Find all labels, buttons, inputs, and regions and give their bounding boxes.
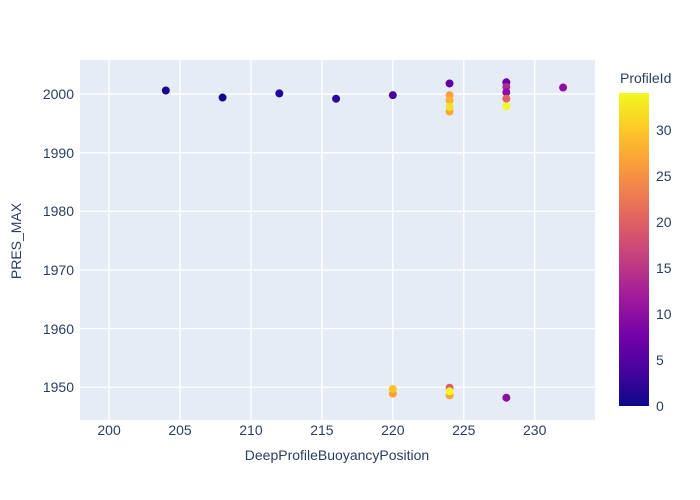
- scatter-point[interactable]: [445, 387, 454, 396]
- colorbar-tick-label: 0: [656, 398, 664, 414]
- plot-canvas: [80, 60, 595, 420]
- scatter-point[interactable]: [502, 102, 511, 111]
- y-tick-label: 1970: [42, 261, 74, 278]
- scatter-point[interactable]: [445, 79, 454, 88]
- colorbar-tick-label: 15: [656, 259, 672, 276]
- scatter-point[interactable]: [502, 88, 511, 97]
- x-tick-label: 220: [381, 422, 405, 438]
- x-tick-label: 230: [523, 422, 547, 438]
- scatter-point[interactable]: [559, 83, 568, 92]
- y-tick-label: 1980: [42, 203, 74, 220]
- scatter-point[interactable]: [502, 94, 511, 103]
- x-tick-label: 225: [452, 422, 476, 438]
- y-axis-title: PRES_MAX: [8, 202, 24, 280]
- colorbar-tick-label: 20: [656, 213, 672, 230]
- colorbar-tick-label: 5: [656, 351, 664, 368]
- scatter-point[interactable]: [332, 94, 341, 103]
- colorbar-title: ProfileId: [620, 70, 672, 86]
- y-tick-label: 1950: [42, 379, 74, 396]
- x-tick-label: 210: [239, 422, 263, 438]
- colorbar-gradient: [619, 93, 649, 406]
- scatter-point[interactable]: [275, 89, 284, 98]
- scatter-point[interactable]: [445, 102, 454, 111]
- x-tick-label: 200: [97, 422, 121, 438]
- y-tick-label: 1990: [42, 144, 74, 161]
- colorbar-tick-label: 10: [656, 305, 672, 322]
- x-axis-title: DeepProfileBuoyancyPosition: [244, 447, 430, 463]
- plot-area[interactable]: [80, 60, 595, 420]
- x-tick-label: 205: [168, 422, 192, 438]
- y-tick-label: 2000: [42, 86, 74, 102]
- scatter-point[interactable]: [388, 91, 397, 100]
- x-tick-label: 215: [310, 422, 334, 438]
- y-tick-label: 1960: [42, 320, 74, 337]
- colorbar-tick-label: 30: [656, 121, 672, 138]
- colorbar-tick-label: 25: [656, 167, 672, 184]
- scatter-point[interactable]: [161, 86, 170, 95]
- scatter-point[interactable]: [445, 96, 454, 105]
- scatter-point[interactable]: [388, 384, 397, 393]
- scatter-point[interactable]: [218, 93, 227, 102]
- scatter-point[interactable]: [502, 393, 511, 402]
